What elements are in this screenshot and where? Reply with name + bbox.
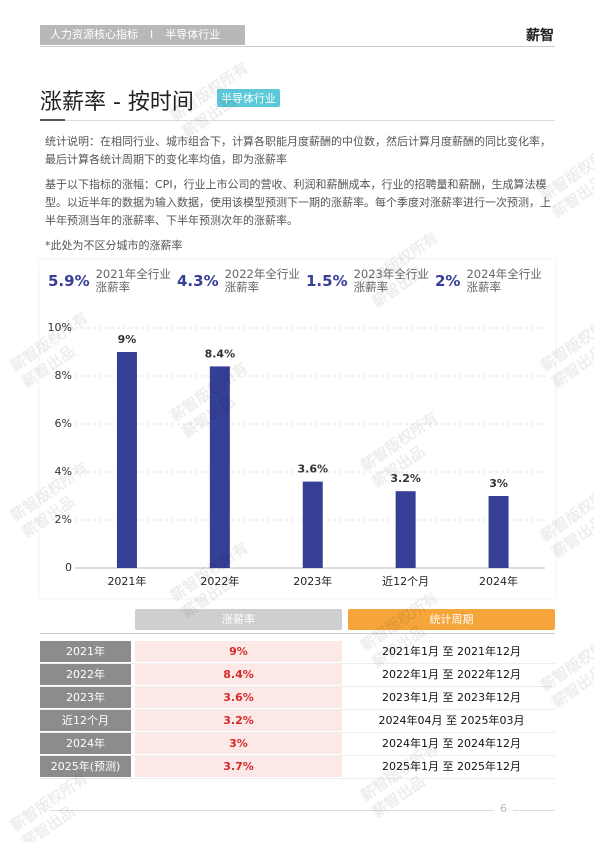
- bar: [209, 366, 230, 568]
- y-tick-label: 8%: [55, 369, 72, 382]
- rate-cell: 3.7%: [135, 756, 342, 777]
- kpi-value: 5.9%: [48, 272, 90, 290]
- kpi-value: 1.5%: [306, 272, 348, 290]
- note: 统计说明：在相同行业、城市组合下，计算各职能月度薪酬的中位数，然后计算月度薪酬的…: [45, 135, 551, 166]
- x-tick-label: 2024年: [479, 574, 518, 588]
- x-tick-label: 2023年: [293, 574, 332, 588]
- data-label: 8.4%: [205, 347, 236, 360]
- kpi: 5.9% 2021年全行业涨薪率: [48, 268, 173, 294]
- header-bar: 人力资源核心指标 I 半导体行业: [40, 25, 245, 45]
- kpi: 2% 2024年全行业涨薪率: [435, 268, 560, 294]
- y-tick-label: 0: [65, 561, 72, 574]
- brand: 薪智: [526, 28, 554, 44]
- header-rule: [40, 46, 555, 47]
- bar: [488, 496, 509, 568]
- kpi: 1.5% 2023年全行业涨薪率: [306, 268, 431, 294]
- row-label: 2025年(预测): [40, 756, 131, 777]
- row-rule: [40, 663, 555, 664]
- row-label: 2022年: [40, 664, 131, 685]
- row-rule: [40, 778, 555, 779]
- period-cell: 2022年1月 至 2022年12月: [382, 668, 521, 681]
- industry-badge: 半导体行业: [217, 89, 280, 107]
- note: *此处为不区分城市的涨薪率: [45, 239, 183, 252]
- bar: [302, 481, 323, 568]
- x-tick-label: 2021年: [107, 574, 146, 588]
- header-industry: 半导体行业: [165, 28, 221, 41]
- y-tick-label: 4%: [55, 465, 72, 478]
- kpi-label: 2024年全行业涨薪率: [466, 267, 542, 294]
- header-left: 人力资源核心指标: [50, 28, 138, 41]
- y-tick-label: 2%: [55, 513, 72, 526]
- period-cell: 2024年04月 至 2025年03月: [378, 714, 525, 727]
- bar: [395, 491, 416, 568]
- note: 基于以下指标的涨幅：CPI，行业上市公司的营收、利润和薪酬成本，行业的招聘量和薪…: [45, 178, 551, 227]
- period-cell: 2025年1月 至 2025年12月: [382, 760, 521, 773]
- bar: [116, 352, 137, 568]
- period-cell: 2021年1月 至 2021年12月: [382, 645, 521, 658]
- x-tick-label: 近12个月: [382, 575, 429, 588]
- kpi-label: 2023年全行业涨薪率: [353, 267, 429, 294]
- row-rule: [40, 732, 555, 733]
- period-cell: 2023年1月 至 2023年12月: [382, 691, 521, 704]
- period-cell: 2024年1月 至 2024年12月: [382, 737, 521, 750]
- kpi-label: 2021年全行业涨薪率: [95, 267, 171, 294]
- title-rule: [40, 120, 555, 121]
- kpi: 4.3% 2022年全行业涨薪率: [177, 268, 302, 294]
- table-rule: [40, 633, 555, 634]
- page-number: 6: [494, 802, 513, 815]
- row-label: 2021年: [40, 641, 131, 662]
- data-label: 9%: [118, 333, 137, 346]
- row-label: 近12个月: [40, 710, 131, 731]
- data-label: 3.2%: [390, 472, 421, 485]
- row-label: 2024年: [40, 733, 131, 754]
- rate-cell: 3.6%: [135, 687, 342, 708]
- x-tick-label: 2022年: [200, 574, 239, 588]
- rate-cell: 3.2%: [135, 710, 342, 731]
- page-title: 涨薪率 - 按时间: [40, 90, 194, 115]
- kpi-value: 4.3%: [177, 272, 219, 290]
- data-label: 3.6%: [297, 463, 328, 476]
- column-header: 涨薪率: [135, 609, 342, 630]
- row-rule: [40, 755, 555, 756]
- row-rule: [40, 686, 555, 687]
- row-label: 2023年: [40, 687, 131, 708]
- kpi-value: 2%: [435, 272, 461, 290]
- rate-cell: 8.4%: [135, 664, 342, 685]
- notes: 统计说明：在相同行业、城市组合下，计算各职能月度薪酬的中位数，然后计算月度薪酬的…: [45, 133, 555, 262]
- rate-cell: 9%: [135, 641, 342, 662]
- header-separator: I: [150, 28, 154, 41]
- column-header: 统计周期: [348, 609, 555, 630]
- rate-cell: 3%: [135, 733, 342, 754]
- title-accent: [40, 119, 65, 121]
- y-tick-label: 6%: [55, 417, 72, 430]
- y-tick-label: 10%: [48, 321, 72, 334]
- data-label: 3%: [489, 477, 508, 490]
- footer-rule: [50, 810, 555, 811]
- kpi-label: 2022年全行业涨薪率: [224, 267, 300, 294]
- row-rule: [40, 709, 555, 710]
